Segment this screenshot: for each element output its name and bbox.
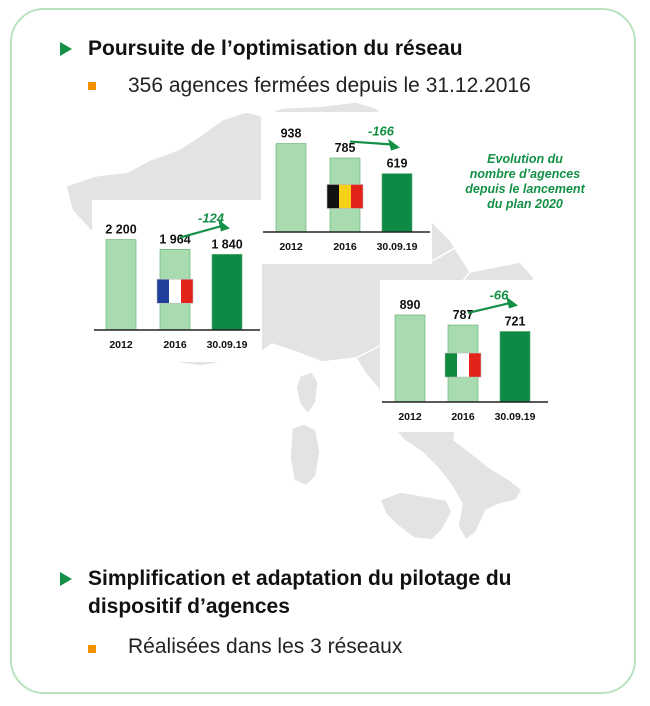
- section1-square-bullet-icon: [88, 82, 96, 90]
- section1-bullet-icon: [60, 42, 72, 56]
- section2-heading-line-2: dispositif d’agences: [88, 595, 290, 618]
- france-category-label-1: 2012: [109, 339, 133, 351]
- note-line-2: nombre d’agences: [469, 167, 581, 181]
- italy-flag-stripe: [457, 353, 469, 378]
- section2-bullet-text: Réalisées dans les 3 réseaux: [128, 635, 403, 658]
- france-value-label-2: 1 964: [159, 232, 190, 246]
- france-flag-border: [156, 278, 194, 304]
- france-bar-3: [211, 254, 243, 331]
- belgium-flag-stripe: [339, 184, 351, 209]
- france-change-arrow-line: [179, 224, 225, 239]
- section2-heading-line-1: Simplification et adaptation du pilotage…: [88, 567, 512, 590]
- italy-value-label-3: 721: [505, 314, 526, 328]
- italy-category-label-3: 30.09.19: [495, 411, 536, 423]
- section1-heading: Poursuite de l’optimisation du réseau: [88, 37, 463, 60]
- belgium-value-label-2: 785: [335, 141, 356, 155]
- italy-category-label-1: 2012: [398, 411, 422, 423]
- italy-change-label: -66: [490, 287, 510, 302]
- italy-flag-border: [444, 352, 482, 378]
- france-change-arrow-head-icon: [218, 219, 230, 232]
- belgium-change-label: -166: [368, 124, 395, 139]
- italy-category-label-2: 2016: [451, 411, 475, 423]
- belgium-bar-3: [381, 173, 413, 233]
- france-flag-stripe: [181, 279, 193, 304]
- note-line-4: du plan 2020: [487, 197, 563, 211]
- map-sicily-shape: [379, 491, 453, 541]
- france-category-label-2: 2016: [163, 339, 187, 351]
- section2-square-bullet-icon: [88, 645, 96, 653]
- france-change-label: -124: [198, 210, 225, 225]
- france-flag-stripe: [157, 279, 169, 304]
- map-corsica-shape: [295, 371, 319, 416]
- france-flag-stripe: [169, 279, 181, 304]
- italy-flag-stripe: [469, 353, 481, 378]
- italy-value-label-1: 890: [400, 298, 421, 312]
- france-value-label-1: 2 200: [105, 223, 136, 237]
- belgium-bar-1: [275, 143, 307, 233]
- france-bar-1: [105, 239, 137, 331]
- section2-bullet-icon: [60, 572, 72, 586]
- belgium-category-label-3: 30.09.19: [377, 241, 418, 253]
- italy-bar-1: [394, 314, 426, 403]
- italy-change-arrow-head-icon: [506, 296, 518, 309]
- evolution-note: Evolution du nombre d’agences depuis le …: [440, 152, 610, 212]
- map-sardinia-shape: [289, 423, 321, 487]
- belgium-change-arrow-head-icon: [388, 138, 400, 151]
- belgium-value-label-1: 938: [281, 127, 302, 141]
- france-category-label-3: 30.09.19: [207, 339, 248, 351]
- italy-flag-stripe: [445, 353, 457, 378]
- belgium-flag-stripe: [351, 184, 363, 209]
- belgium-value-label-3: 619: [387, 157, 408, 171]
- italy-bar-3: [499, 331, 531, 403]
- section1-bullet-text: 356 agences fermées depuis le 31.12.2016: [128, 74, 531, 97]
- italy-flag-icon: [444, 352, 482, 378]
- france-flag-icon: [156, 278, 194, 304]
- belgium-category-label-1: 2012: [279, 241, 303, 253]
- belgium-category-label-2: 2016: [333, 241, 357, 253]
- note-line-1: Evolution du: [487, 152, 563, 166]
- france-value-label-3: 1 840: [211, 237, 242, 251]
- italy-value-label-2: 787: [453, 308, 474, 322]
- belgium-flag-border: [326, 184, 364, 209]
- belgium-flag-stripe: [327, 184, 339, 209]
- note-line-3: depuis le lancement: [465, 182, 585, 196]
- belgium-flag-icon: [326, 184, 364, 209]
- belgium-change-arrow-line: [349, 140, 395, 146]
- italy-change-arrow-line: [467, 301, 513, 315]
